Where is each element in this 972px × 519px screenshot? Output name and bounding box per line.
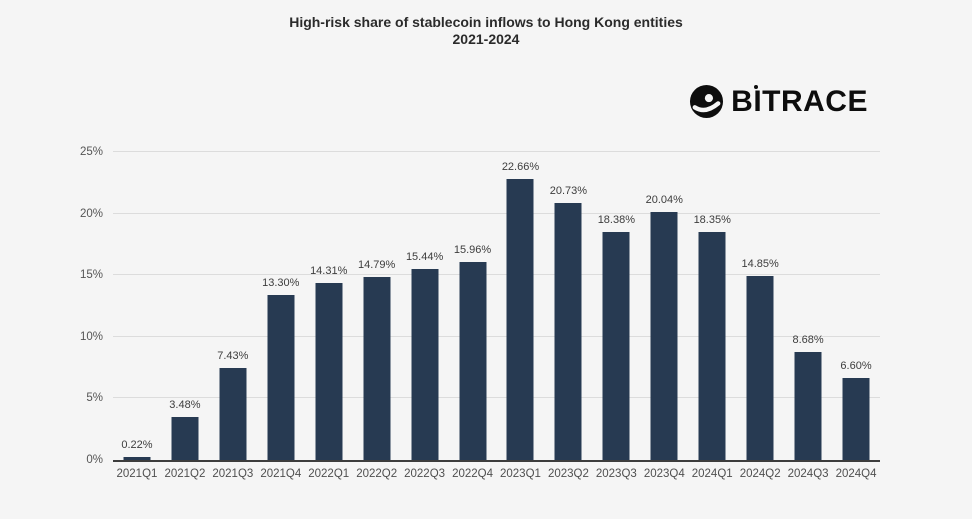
x-tick-label: 2024Q3 — [787, 468, 829, 480]
x-tick-label: 2024Q1 — [691, 468, 733, 480]
x-tick-label: 2022Q3 — [404, 468, 446, 480]
bar — [746, 275, 774, 460]
bar-value-label: 15.96% — [453, 244, 492, 257]
bar — [171, 416, 199, 460]
bar — [650, 211, 678, 460]
bar-slot: 22.66% — [497, 152, 545, 460]
bar — [506, 179, 534, 460]
bar-value-label: 18.38% — [597, 214, 635, 227]
bar — [267, 295, 295, 460]
bar-value-label: 14.31% — [310, 264, 348, 277]
chart-title: High-risk share of stablecoin inflows to… — [289, 14, 683, 30]
gridline — [113, 397, 880, 399]
bar-slot: 18.35% — [688, 152, 736, 460]
x-tick-label: 2024Q2 — [739, 468, 781, 480]
bar-value-label: 6.60% — [840, 360, 872, 373]
x-tick-label: 2022Q2 — [356, 468, 398, 480]
bitrace-logo-icon — [690, 84, 724, 119]
bar-slot: 13.30% — [257, 152, 305, 460]
x-tick-label: 2021Q1 — [116, 468, 158, 480]
bar-value-label: 7.43% — [217, 349, 249, 362]
bar — [602, 232, 630, 460]
gridline — [113, 335, 880, 337]
bitrace-logo-label: BITRACE — [731, 85, 868, 118]
bar-slot: 18.38% — [592, 152, 640, 460]
bar-value-label: 15.44% — [405, 250, 444, 263]
bar-value-label: 0.22% — [121, 439, 153, 452]
bar-slot: 8.68% — [784, 152, 832, 460]
logo-i-dot-decoration — [754, 85, 759, 89]
bar-slot: 7.43% — [209, 152, 257, 460]
bar-value-label: 22.66% — [501, 161, 540, 174]
bar — [698, 232, 726, 460]
bar-slot: 14.79% — [353, 152, 401, 460]
bar-slot: 0.22% — [113, 152, 161, 460]
bar — [315, 282, 343, 460]
bars-layer: 0.22% 3.48% 7.43% 13.30% 14.31% 14.79% 15.44% 1… — [113, 152, 880, 460]
x-tick-label: 2023Q2 — [547, 468, 589, 480]
x-tick-label: 2023Q4 — [643, 468, 685, 480]
bar-value-label: 3.48% — [169, 398, 201, 411]
y-tick-label: 15% — [79, 269, 103, 282]
bar — [794, 352, 822, 460]
bar — [123, 457, 151, 460]
bitrace-logo: BITRACE — [689, 84, 868, 119]
bar — [842, 378, 870, 460]
x-tick-label: 2022Q1 — [308, 468, 350, 480]
bar-value-label: 18.35% — [693, 214, 731, 227]
y-tick-label: 10% — [79, 330, 103, 343]
gridline — [113, 274, 880, 276]
bar-slot: 3.48% — [161, 152, 209, 460]
chart-title-block: High-risk share of stablecoin inflows to… — [0, 14, 972, 48]
bar-value-label: 14.79% — [358, 258, 396, 271]
x-tick-label: 2023Q3 — [595, 468, 637, 480]
x-tick-label: 2021Q2 — [164, 468, 206, 480]
bar-value-label: 13.30% — [262, 277, 300, 290]
bar-slot: 15.44% — [401, 152, 449, 460]
bar-slot: 14.85% — [736, 152, 784, 460]
x-tick-label: 2022Q4 — [452, 468, 493, 480]
y-tick-label: 0% — [86, 454, 103, 466]
x-tick-label: 2021Q3 — [212, 468, 254, 480]
bar — [554, 202, 582, 460]
bar — [363, 276, 391, 460]
x-tick-label: 2023Q1 — [500, 468, 541, 480]
x-tick-label: 2021Q4 — [260, 468, 302, 480]
plot-area: 0% 5% 10% 15% 20% 25% 0.22% 3.48% 7.43% 13.30% 14… — [80, 146, 880, 480]
bar-value-label: 14.85% — [741, 257, 779, 270]
bar — [459, 262, 487, 460]
y-tick-label: 20% — [79, 207, 103, 220]
gridline — [113, 212, 880, 214]
gridline — [113, 151, 880, 152]
bar-slot: 6.60% — [832, 152, 880, 460]
bar-value-label: 8.68% — [792, 334, 824, 347]
chart-subtitle: 2021-2024 — [452, 31, 520, 47]
bar — [219, 367, 247, 460]
bar-slot: 14.31% — [305, 152, 353, 460]
x-tick-label: 2024Q4 — [835, 468, 877, 480]
y-tick-label: 5% — [86, 392, 103, 405]
bitrace-logo-text: BITRACE — [731, 84, 868, 119]
bar-slot: 20.73% — [544, 152, 592, 460]
bar-slot: 15.96% — [449, 152, 497, 460]
x-axis-labels: 2021Q1 2021Q2 2021Q3 2021Q4 2022Q1 2022Q2 2022… — [113, 468, 880, 480]
y-tick-label: 25% — [79, 146, 103, 158]
bar-slot: 20.04% — [640, 152, 688, 460]
bar — [411, 268, 439, 460]
bar-value-label: 20.73% — [549, 184, 588, 197]
bar-value-label: 20.04% — [645, 193, 683, 206]
